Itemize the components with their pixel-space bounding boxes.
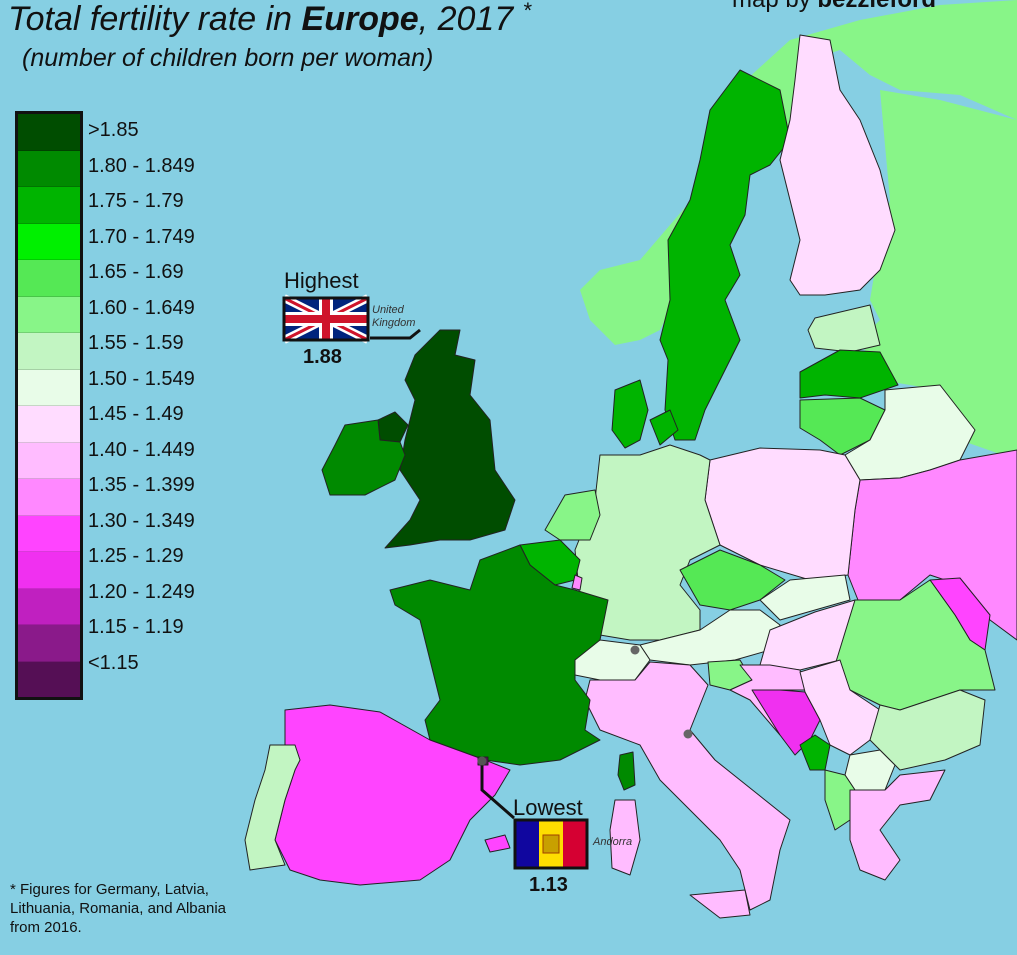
highest-label: Highest [284, 268, 359, 293]
legend-label: 1.40 - 1.449 [88, 438, 195, 461]
legend-swatch [18, 515, 80, 552]
legend-label: 1.70 - 1.749 [88, 225, 195, 248]
country-slovakia [759, 574, 851, 621]
legend-label: <1.15 [88, 651, 139, 674]
legend-swatch [18, 406, 80, 443]
legend-swatch [18, 479, 80, 516]
legend-swatch [18, 260, 80, 297]
legend-label: >1.85 [88, 119, 139, 141]
country-france-corsica [617, 751, 636, 791]
page-subtitle: (number of children born per woman) [22, 44, 434, 72]
legend-label: 1.75 - 1.79 [88, 190, 184, 212]
map-credit: map by bezzleford [732, 0, 936, 14]
legend-swatch [18, 187, 80, 224]
legend-swatch [18, 223, 80, 260]
highest-country: United Kingdom [372, 304, 416, 329]
legend-swatch [18, 661, 80, 697]
country-bosnia [751, 689, 821, 756]
country-denmark [611, 379, 679, 449]
lowest-label: Lowest [513, 795, 583, 820]
country-ireland [321, 419, 406, 496]
city-markers [477, 645, 693, 766]
highest-value: 1.88 [303, 346, 342, 368]
legend-swatch [18, 114, 80, 151]
legend-label: 1.80 - 1.849 [88, 154, 195, 177]
countries [244, 34, 1017, 919]
uk-flag-icon [282, 294, 370, 344]
country-netherlands [544, 489, 601, 541]
footnote: * Figures for Germany, Latvia, Lithuania… [10, 881, 226, 936]
country-italy [584, 661, 791, 911]
country-united-kingdom [384, 329, 516, 549]
country-montenegro [799, 734, 831, 771]
country-portugal [244, 744, 301, 871]
country-sweden [659, 69, 791, 441]
non-data-land [580, 0, 1017, 460]
country-lithuania [799, 397, 886, 456]
country-italy-sicily [689, 889, 751, 919]
country-greece [849, 769, 946, 881]
legend-label: 1.20 - 1.249 [88, 580, 195, 603]
legend-label: 1.60 - 1.649 [88, 296, 195, 319]
legend-swatch [18, 625, 80, 662]
andorra-flag-icon [513, 818, 589, 870]
country-spain-balearic [484, 834, 511, 853]
country-latvia [799, 349, 899, 399]
country-united-kingdom-ni [377, 411, 409, 443]
country-serbia [799, 659, 881, 756]
country-italy-sardinia [609, 799, 641, 876]
legend-label: 1.45 - 1.49 [88, 403, 184, 425]
callout-lines [370, 328, 515, 820]
country-estonia [807, 304, 881, 353]
legend-labels: >1.85 1.80 - 1.849 1.75 - 1.79 1.70 - 1.749… [88, 113, 195, 681]
legend-swatch [18, 588, 80, 625]
lowest-value: 1.13 [529, 874, 568, 896]
legend-swatch [18, 552, 80, 589]
legend-label: 1.65 - 1.69 [88, 261, 184, 283]
page-title: Total fertility rate in Europe, 2017 * [8, 0, 532, 38]
legend-label: 1.50 - 1.549 [88, 367, 195, 390]
legend-label: 1.35 - 1.399 [88, 474, 195, 496]
country-luxembourg [571, 574, 583, 591]
legend-swatch [18, 150, 80, 187]
legend-swatch [18, 333, 80, 370]
legend-label: 1.25 - 1.29 [88, 545, 184, 567]
country-finland [779, 34, 896, 296]
legend-label: 1.15 - 1.19 [88, 616, 184, 638]
legend-swatch [18, 442, 80, 479]
legend-label: 1.30 - 1.349 [88, 509, 195, 532]
legend-label: 1.55 - 1.59 [88, 332, 184, 354]
lowest-country: Andorra [593, 836, 633, 848]
country-france [389, 544, 609, 766]
legend-swatch [18, 296, 80, 333]
country-bulgaria [869, 689, 986, 771]
legend-swatch [18, 369, 80, 406]
country-czechia [679, 549, 786, 611]
legend-swatches [15, 111, 83, 700]
